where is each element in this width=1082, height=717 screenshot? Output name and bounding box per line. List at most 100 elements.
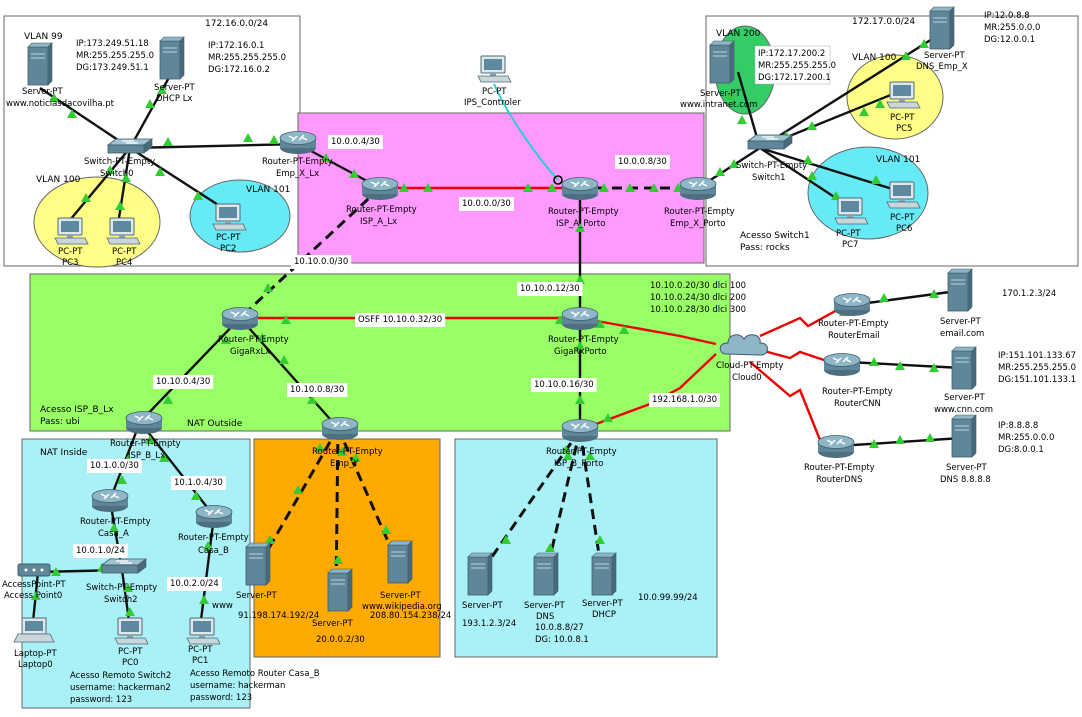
server-porto-dhcp[interactable]: [591, 552, 617, 596]
switch2[interactable]: [101, 558, 147, 574]
svg-text:PC-PT: PC-PT: [836, 229, 861, 239]
cloud-icon[interactable]: [719, 334, 768, 356]
server-dns-8888[interactable]: [951, 414, 977, 458]
svg-text:DG:173.249.51.1: DG:173.249.51.1: [76, 63, 149, 73]
svg-text:DG:12.0.0.1: DG:12.0.0.1: [984, 35, 1035, 45]
server-dhcp-lx[interactable]: [159, 36, 185, 80]
svg-text:DHCP Lx: DHCP Lx: [156, 94, 192, 104]
router-gigarx-lx[interactable]: [221, 306, 259, 331]
router-emp-y[interactable]: [321, 416, 359, 441]
link-up-indicator: [221, 335, 231, 344]
switch1[interactable]: [747, 134, 793, 150]
access-point0[interactable]: [17, 563, 51, 577]
router-isp-b-lx[interactable]: [125, 410, 163, 435]
link-up-indicator: [123, 583, 133, 592]
svg-text:PC1: PC1: [192, 656, 208, 666]
link-up-indicator: [869, 439, 879, 448]
laptop0[interactable]: [13, 617, 55, 643]
server-cnn[interactable]: [951, 346, 977, 390]
svg-text:Acesso Remoto Router Casa_B: Acesso Remoto Router Casa_B: [190, 669, 320, 679]
link-up-indicator: [243, 133, 253, 142]
router-dns[interactable]: [817, 434, 855, 459]
svg-text:PC6: PC6: [896, 224, 912, 234]
router-cnn[interactable]: [823, 352, 861, 377]
svg-text:DG:172.17.200.1: DG:172.17.200.1: [758, 73, 831, 83]
svg-text:Router-PT-Empty: Router-PT-Empty: [80, 517, 151, 527]
svg-text:Switch1: Switch1: [752, 173, 786, 183]
link-label-bg: [531, 378, 597, 392]
link-up-indicator: [501, 535, 511, 544]
pc-ips-controler[interactable]: [477, 55, 512, 83]
link-label: 10.1.0.0/30: [90, 461, 139, 471]
svg-text:IP:172.17.200.2: IP:172.17.200.2: [758, 49, 825, 59]
svg-text:Switch-PT-Empty: Switch-PT-Empty: [736, 161, 807, 171]
svg-text:Emp_X_Porto: Emp_X_Porto: [670, 219, 725, 229]
link-label: 10.10.0.8/30: [290, 385, 344, 395]
net-label-lx: 172.16.0.0/24: [205, 19, 268, 29]
svg-text:AccessPoint-PT: AccessPoint-PT: [2, 580, 66, 590]
svg-text:PC3: PC3: [62, 258, 78, 268]
svg-text:ISP_A_Porto: ISP_A_Porto: [556, 219, 605, 229]
svg-text:193.1.2.3/24: 193.1.2.3/24: [462, 619, 516, 629]
link-up-indicator: [879, 293, 889, 302]
link-up-indicator: [191, 491, 201, 500]
server-intranet[interactable]: [709, 40, 735, 84]
server-porto-dns[interactable]: [533, 552, 559, 596]
server-emp-y-3[interactable]: [387, 540, 413, 584]
link-up-indicator: [715, 167, 725, 176]
server-dns-emp-x[interactable]: [929, 6, 955, 50]
svg-text:IP:173.249.51.18: IP:173.249.51.18: [76, 39, 149, 49]
server-email[interactable]: [947, 268, 973, 312]
acesso-isp-b-user: Acesso ISP_B_Lx: [40, 405, 114, 415]
link-up-indicator: [619, 325, 629, 334]
server-emp-y-2[interactable]: [327, 568, 353, 612]
link-up-indicator: [595, 319, 605, 328]
link-label-bg: [355, 313, 446, 327]
svg-text:Server-PT: Server-PT: [154, 83, 196, 93]
link-up-indicator: [929, 363, 939, 372]
router-gigarx-porto[interactable]: [561, 306, 599, 331]
link-up-indicator: [265, 535, 275, 544]
svg-text:Router-PT-Empty: Router-PT-Empty: [312, 447, 383, 457]
vlan100-porto-label: VLAN 100: [852, 53, 897, 63]
svg-text:MR:255.255.255.0: MR:255.255.255.0: [758, 61, 836, 71]
link-label-bg: [459, 197, 514, 211]
svg-text:10.0.8.8/27: 10.0.8.8/27: [535, 623, 584, 633]
link-up-indicator: [125, 607, 135, 616]
router-isp-a-porto[interactable]: [561, 176, 599, 201]
router-emp-x-porto[interactable]: [679, 176, 717, 201]
svg-text:Router-PT-Empty: Router-PT-Empty: [218, 335, 289, 345]
svg-text:PC-PT: PC-PT: [112, 247, 137, 257]
link-up-indicator: [315, 443, 325, 452]
svg-text:PC-PT: PC-PT: [482, 87, 507, 97]
link-up-indicator: [49, 93, 59, 102]
server-noticias[interactable]: [27, 42, 53, 86]
router-casa-a[interactable]: [91, 488, 129, 513]
svg-text:Router-PT-Empty: Router-PT-Empty: [664, 207, 735, 217]
switch0[interactable]: [107, 138, 153, 154]
link-up-indicator: [919, 39, 929, 48]
vlan100-lx-oval: [33, 176, 161, 268]
svg-text:91.198.174.192/24: 91.198.174.192/24: [238, 611, 319, 621]
link-up-indicator: [163, 395, 173, 404]
svg-text:Cloud-PT-Empty: Cloud-PT-Empty: [716, 361, 783, 371]
svg-text:20.0.0.2/30: 20.0.0.2/30: [316, 635, 365, 645]
vlan101-porto-label: VLAN 101: [876, 155, 920, 165]
router-email[interactable]: [833, 292, 871, 317]
vlan101-lx-label: VLAN 101: [246, 185, 290, 195]
link-up-indicator: [117, 475, 127, 484]
link-label: OSFF 10.10.0.32/30: [358, 315, 442, 325]
svg-text:Casa_B: Casa_B: [198, 546, 229, 556]
link-up-indicator: [257, 333, 267, 342]
router-isp-b-porto[interactable]: [561, 418, 599, 443]
link-label: 192.168.1.0/30: [652, 395, 717, 405]
router-emp-x-lx[interactable]: [279, 130, 317, 155]
acesso-isp-b-pass: Pass: ubi: [40, 417, 80, 427]
router-casa-b[interactable]: [195, 504, 233, 529]
server-emp-y-1[interactable]: [245, 542, 271, 586]
router-isp-a-lx[interactable]: [361, 176, 399, 201]
svg-text:170.1.2.3/24: 170.1.2.3/24: [1002, 289, 1056, 299]
server-porto-1[interactable]: [467, 552, 493, 596]
svg-text:MR:255.255.255.0: MR:255.255.255.0: [76, 51, 154, 61]
